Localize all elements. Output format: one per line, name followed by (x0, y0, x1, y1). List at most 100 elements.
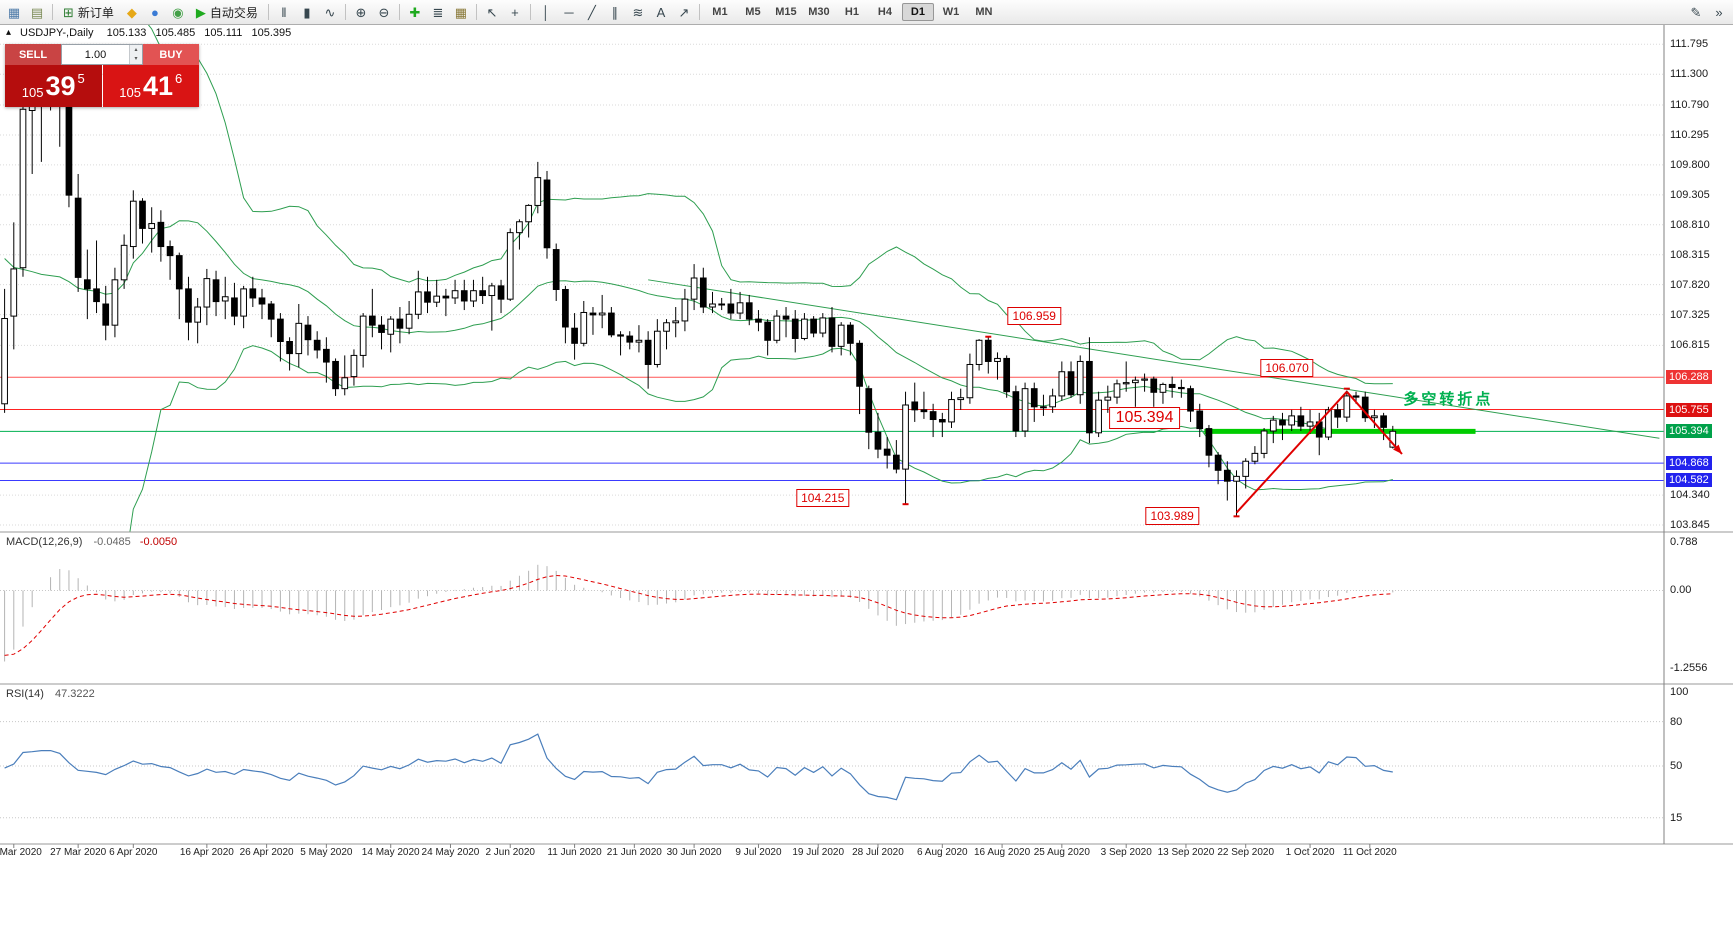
timeframe-d1[interactable]: D1 (901, 3, 934, 21)
new-chart-icon[interactable]: ▦ (3, 2, 25, 22)
macd-value-signal: -0.0050 (139, 536, 178, 548)
new-order-button-label: 新订单 (77, 5, 114, 20)
rsi-axis-label: 80 (1670, 715, 1683, 728)
signals-icon[interactable]: ◉ (167, 2, 189, 22)
symbol-period-label: USDJPY-,Daily (20, 27, 94, 39)
periods-icon[interactable]: ≣ (427, 2, 449, 22)
price-axis-label: 107.820 (1670, 278, 1710, 291)
line-chart-icon: ∿ (324, 4, 336, 20)
price-axis-label: 104.340 (1670, 489, 1710, 502)
channel-icon[interactable]: ∥ (604, 2, 626, 22)
macd-axis-label: 0.00 (1670, 584, 1692, 597)
cursor-icon[interactable]: ↖ (481, 2, 503, 22)
crosshair-icon[interactable]: + (504, 2, 526, 22)
toolbar-separator (529, 4, 531, 20)
horizontal-line-icon[interactable]: ─ (558, 2, 580, 22)
price-axis-label: 103.845 (1670, 519, 1710, 532)
date-axis-label: 16 Apr 2020 (179, 847, 234, 858)
zoom-in-icon[interactable]: ⊕ (350, 2, 372, 22)
price-axis: 111.795 111.300 110.790 110.295 109.800 109.3… (1665, 0, 1733, 948)
price-axis-label: 109.305 (1670, 188, 1710, 201)
timeframe-m1[interactable]: M1 (712, 6, 728, 18)
templates-icon[interactable]: ▦ (450, 2, 472, 22)
timeframe-mn[interactable]: MN (975, 6, 993, 18)
profiles-icon[interactable]: ▤ (26, 2, 48, 22)
timeframe-m15[interactable]: M15 (775, 6, 797, 18)
price-axis-tag: 105.394 (1666, 424, 1712, 439)
date-axis-label: 6 Aug 2020 (917, 847, 968, 858)
open-value: 105.133 (106, 27, 147, 39)
line-chart-icon[interactable]: ∿ (319, 2, 341, 22)
volume-value: 1.00 (84, 48, 107, 61)
buy-price-button[interactable]: 105 41 6 (102, 65, 199, 107)
zoom-out-icon: ⊖ (378, 4, 390, 20)
autotrading-button[interactable]: ▶ 自动交易 (190, 2, 264, 22)
quote-toggle-icon[interactable]: ▴ (6, 27, 12, 38)
autotrading-button-label: 自动交易 (209, 5, 258, 20)
zoom-out-icon[interactable]: ⊖ (373, 2, 395, 22)
timeframe-h4[interactable]: H4 (877, 6, 892, 18)
toolbar-separator (267, 4, 269, 20)
vertical-line-icon[interactable]: │ (535, 2, 557, 22)
price-axis-tag: 104.582 (1666, 473, 1712, 488)
price-callout[interactable]: 106.959 (1007, 307, 1061, 326)
new-order-button[interactable]: ⊞ 新订单 (57, 2, 120, 22)
date-axis-label: 21 Jun 2020 (606, 847, 662, 858)
price-callout[interactable]: 106.070 (1260, 358, 1314, 377)
autotrading-icon: ▶ (195, 4, 206, 20)
macd-name: MACD(12,26,9) (6, 536, 83, 548)
toolbar-separator (52, 4, 53, 20)
close-value: 105.395 (251, 27, 292, 39)
date-axis-label: 26 Apr 2020 (239, 847, 294, 858)
toolbar-overflow-icon[interactable]: » (1708, 2, 1730, 22)
toolbar-overflow-icon: » (1715, 4, 1723, 20)
chart-note[interactable]: 多空转折点 (1403, 390, 1494, 408)
buy-price-prefix: 105 (119, 85, 141, 100)
sell-price-prefix: 105 (21, 85, 44, 100)
text-icon[interactable]: A (650, 2, 672, 22)
timeframe-m30[interactable]: M30 (808, 6, 830, 18)
market-icon[interactable]: ◆ (121, 2, 143, 22)
candlestick-chart-icon[interactable]: ▮ (296, 2, 318, 22)
community-icon: ● (150, 4, 159, 20)
timeframe-w1[interactable]: W1 (942, 6, 960, 18)
rsi-label: RSI(14) 47.3222 (6, 688, 95, 700)
text-icon: A (656, 4, 666, 20)
signals-icon: ◉ (172, 4, 184, 20)
buy-button[interactable]: BUY (143, 44, 199, 65)
volume-spinner: ▴ ▾ (129, 45, 142, 64)
edit-icon[interactable]: ✎ (1685, 2, 1707, 22)
date-axis-label: 14 May 2020 (361, 847, 420, 858)
date-axis-label: 2 Jun 2020 (485, 847, 535, 858)
toolbar: ▦ ▤ ⊞ 新订单 ◆ ● ◉ ▶ 自动交易 ‖ ▮ ∿ ⊕ ⊖ ✚ ≣ ▦ ↖ + │ ─ ╱ ∥ ≋ A ↗ M1 M5 M15 M3… (0, 0, 1733, 25)
community-icon[interactable]: ● (144, 2, 166, 22)
price-axis-label: 109.800 (1670, 158, 1710, 171)
sell-button[interactable]: SELL (5, 44, 61, 65)
bar-chart-icon[interactable]: ‖ (273, 2, 295, 22)
volume-field[interactable]: 1.00 ▴ ▾ (61, 44, 143, 65)
price-callout[interactable]: 103.989 (1145, 507, 1199, 526)
volume-down-icon[interactable]: ▾ (130, 54, 142, 64)
rsi-axis-label: 15 (1670, 811, 1683, 824)
price-axis-label: 110.790 (1670, 99, 1709, 112)
timeframe-m5[interactable]: M5 (745, 6, 761, 18)
sell-price-sup: 5 (77, 71, 85, 86)
date-axis-label: 6 Apr 2020 (109, 847, 158, 858)
fibonacci-icon[interactable]: ≋ (627, 2, 649, 22)
price-callout[interactable]: 105.394 (1108, 406, 1181, 429)
timeframe-h1[interactable]: H1 (844, 6, 859, 18)
toolbar-separator (698, 4, 700, 20)
date-axis-label: 28 Jul 2020 (852, 847, 904, 858)
fibonacci-icon: ≋ (632, 4, 644, 20)
price-axis-label: 107.325 (1670, 308, 1710, 321)
sell-price-button[interactable]: 105 39 5 (5, 65, 102, 107)
date-axis-label: 13 Sep 2020 (1157, 847, 1215, 858)
price-callout[interactable]: 104.215 (796, 488, 850, 507)
toolbar-separator (344, 4, 346, 20)
price-axis-tag: 106.288 (1666, 370, 1712, 385)
arrows-tool-icon[interactable]: ↗ (673, 2, 695, 22)
trendline-icon[interactable]: ╱ (581, 2, 603, 22)
volume-up-icon[interactable]: ▴ (130, 45, 142, 55)
indicators-icon[interactable]: ✚ (404, 2, 426, 22)
